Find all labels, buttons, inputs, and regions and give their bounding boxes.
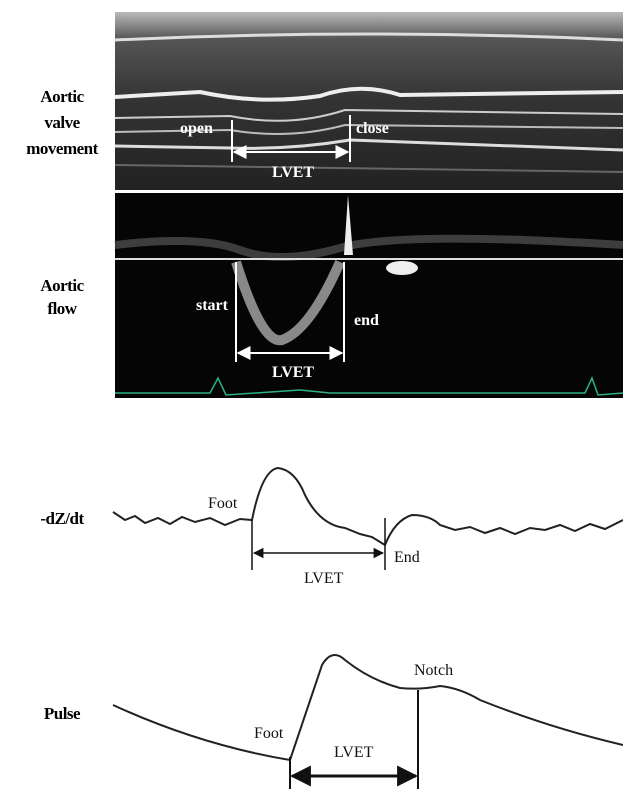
figure: Aortic valve movement open close LVET Ao… bbox=[0, 0, 623, 789]
annotation: LVET bbox=[304, 570, 344, 587]
annotation: End bbox=[394, 549, 420, 566]
panel-label: Pulse bbox=[44, 704, 81, 723]
dzdt-trace bbox=[113, 468, 623, 570]
annotation: Foot bbox=[208, 495, 238, 512]
panel-label: Aortic bbox=[40, 276, 84, 295]
annotation: close bbox=[356, 120, 389, 137]
pulse-trace bbox=[113, 655, 623, 789]
annotation: Foot bbox=[254, 725, 284, 742]
annotation: LVET bbox=[272, 364, 314, 381]
panel-label: movement bbox=[26, 139, 98, 158]
panel-label: -dZ/dt bbox=[40, 509, 84, 528]
annotation: end bbox=[354, 312, 379, 329]
panel-label: valve bbox=[44, 113, 80, 132]
annotation: open bbox=[180, 120, 213, 137]
panel-label: Aortic bbox=[40, 87, 84, 106]
annotation: start bbox=[196, 297, 229, 314]
panel-label: flow bbox=[47, 299, 77, 318]
m-mode-image bbox=[115, 12, 623, 190]
annotation: LVET bbox=[272, 164, 314, 181]
doppler-image bbox=[115, 193, 623, 398]
annotation: Notch bbox=[414, 662, 453, 679]
annotation: LVET bbox=[334, 744, 374, 761]
